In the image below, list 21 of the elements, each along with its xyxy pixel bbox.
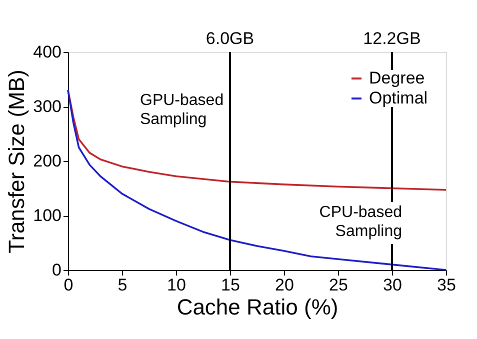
legend-label: Optimal (369, 88, 428, 108)
x-tick-label: 35 (437, 276, 456, 294)
x-tick-label: 0 (64, 276, 74, 294)
y-axis-title: Transfer Size (MB) (4, 70, 30, 254)
y-tick-label: 400 (33, 42, 62, 62)
ref-line-label: 12.2GB (363, 29, 421, 48)
x-tick-label: 20 (275, 276, 294, 294)
x-tick-label: 30 (383, 276, 402, 294)
ref-line-label: 6.0GB (206, 29, 254, 48)
x-axis-title: Cache Ratio (%) (176, 294, 338, 320)
y-tick-label: 0 (52, 260, 62, 280)
x-tick-label: 5 (118, 276, 128, 294)
y-tick-label: 100 (33, 206, 62, 225)
annotation: CPU-based Sampling (319, 204, 402, 240)
annotation: GPU-based Sampling (140, 92, 224, 128)
y-tick-label: 300 (33, 97, 62, 116)
x-tick-label: 25 (329, 276, 348, 294)
x-tick-label: 10 (167, 276, 186, 294)
x-tick-label: 15 (221, 276, 240, 294)
y-tick-label: 200 (33, 152, 62, 170)
legend-label: Degree (369, 68, 425, 88)
